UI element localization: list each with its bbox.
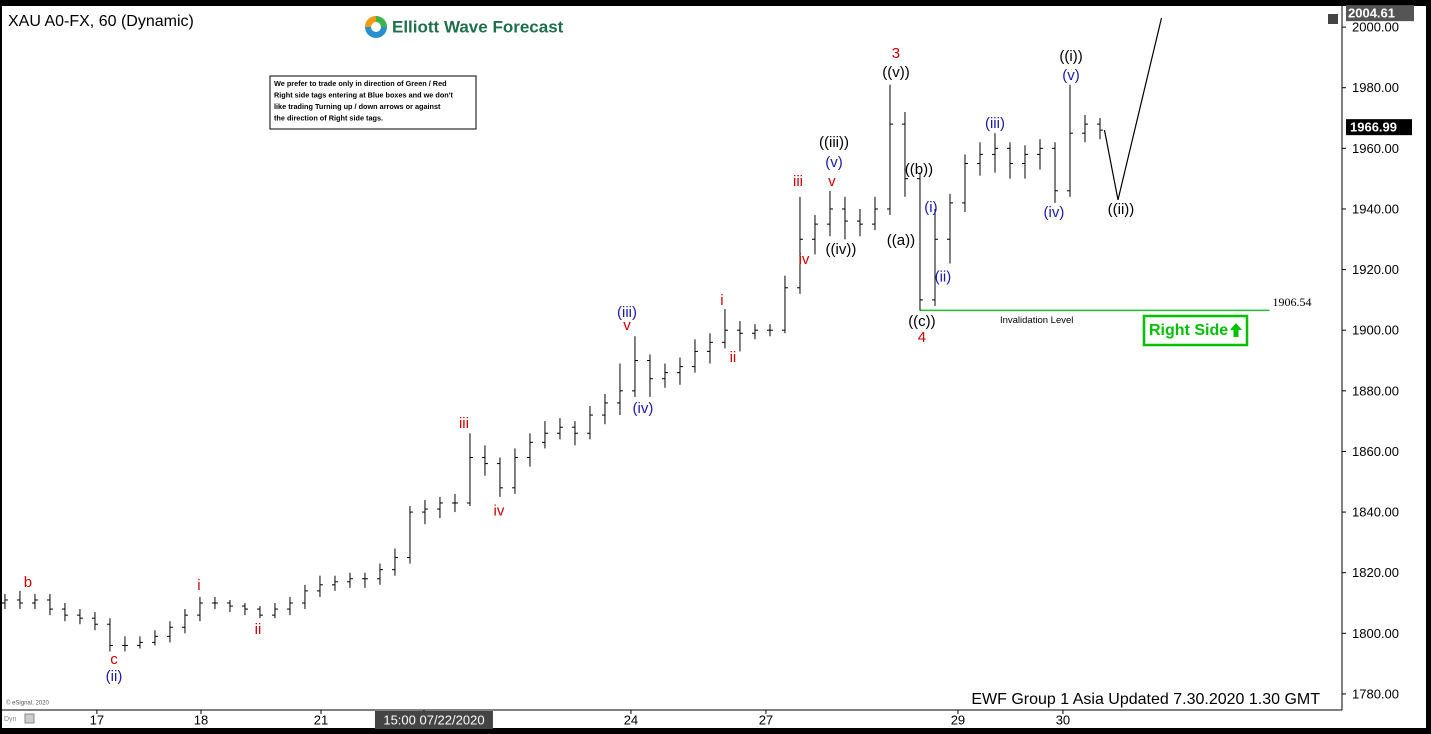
current-price-label: 1966.99 <box>1350 120 1397 135</box>
wave-label: iii <box>459 415 469 432</box>
wave-label: c <box>110 651 118 668</box>
wave-label: iv <box>799 251 810 268</box>
x-tick-label: 27 <box>759 712 773 727</box>
wave-label: ((i)) <box>1059 48 1082 65</box>
y-tick-label: 1900.00 <box>1352 323 1399 338</box>
crosshair-label: 15:00 07/22/2020 <box>383 712 484 727</box>
x-tick-label: 24 <box>624 712 638 727</box>
x-tick-label: 30 <box>1056 712 1070 727</box>
current-price-tag <box>1346 119 1412 136</box>
wave-label: ii <box>255 621 262 638</box>
chart-background <box>2 6 1426 728</box>
note-line: like trading Turning up / down arrows or… <box>274 102 441 111</box>
wave-label: iii <box>793 173 803 190</box>
x-tick-label: 29 <box>951 712 965 727</box>
logo-icon-center <box>371 22 381 32</box>
crosshair-label-box <box>374 711 493 729</box>
y-tick-label: 1880.00 <box>1352 383 1399 398</box>
y-tick-label: 1780.00 <box>1352 686 1399 701</box>
right-side-arrow <box>1230 323 1242 337</box>
chart-title: XAU A0-FX, 60 (Dynamic) <box>8 13 194 30</box>
wave-label: 4 <box>918 329 926 346</box>
wave-label: (iv) <box>1044 204 1065 221</box>
window-icon <box>1328 14 1338 24</box>
right-side-text: Right Side <box>1149 322 1228 339</box>
y-tick-label: 1860.00 <box>1352 444 1399 459</box>
wave-label: ((iii)) <box>819 134 849 151</box>
wave-label: i <box>720 292 723 309</box>
projection-line <box>1103 17 1163 201</box>
wave-label: ((iv)) <box>826 241 857 258</box>
wave-label: (iv) <box>633 400 654 417</box>
wave-label: v <box>828 173 836 190</box>
logo-text: Elliott Wave Forecast <box>392 17 564 36</box>
wave-label: (iii) <box>985 115 1005 132</box>
footer: EWF Group 1 Asia Updated 7.30.2020 1.30 … <box>971 691 1320 708</box>
y-tick-label: 1840.00 <box>1352 505 1399 520</box>
wave-label: ((v)) <box>882 64 909 81</box>
copyright: © eSignal, 2020 <box>6 700 49 707</box>
wave-label: (i) <box>924 199 937 216</box>
wave-label: (ii) <box>106 668 123 685</box>
wave-label: (iii) <box>617 304 637 321</box>
wave-label: v <box>623 317 631 334</box>
wave-label: i <box>197 577 200 594</box>
wave-label: ii <box>730 349 737 366</box>
x-tick-label: 18 <box>194 712 208 727</box>
note-line: Right side tags entering at Blue boxes a… <box>274 90 453 99</box>
logo: Elliott Wave Forecast <box>365 16 564 38</box>
right-side-box <box>1142 314 1249 347</box>
wave-label: (ii) <box>935 269 952 286</box>
wave-label: ((c)) <box>908 313 935 330</box>
corner-icon <box>24 713 35 724</box>
note-line: the direction of Right side tags. <box>274 113 383 122</box>
top-price-label: 2004.61 <box>1348 6 1395 21</box>
wave-label: (v) <box>1062 67 1080 84</box>
x-tick-label: 17 <box>90 712 104 727</box>
note-line: We prefer to trade only in direction of … <box>274 79 447 88</box>
note-box <box>269 75 477 130</box>
invalidation-text: Invalidation Level <box>1000 315 1073 326</box>
wave-label: ((a)) <box>887 232 915 249</box>
invalidation-value: 1906.54 <box>1272 295 1311 309</box>
wave-label: (v) <box>825 154 843 171</box>
wave-label: ((ii)) <box>1108 201 1135 218</box>
top-price-tag <box>1346 5 1414 22</box>
wave-label: b <box>24 574 32 591</box>
y-tick-label: 1800.00 <box>1352 626 1399 641</box>
y-tick-label: 1940.00 <box>1352 201 1399 216</box>
y-tick-label: 1920.00 <box>1352 262 1399 277</box>
y-tick-label: 1960.00 <box>1352 141 1399 156</box>
note: We prefer to trade only in direction of … <box>274 79 453 123</box>
y-tick-label: 1820.00 <box>1352 565 1399 580</box>
wave-label: ((b)) <box>905 161 933 178</box>
y-tick-label: 1980.00 <box>1352 80 1399 95</box>
y-tick-label: 2000.00 <box>1352 20 1399 35</box>
wave-label: 3 <box>892 45 900 62</box>
wave-label: iv <box>493 503 504 520</box>
x-tick-label: 21 <box>314 712 328 727</box>
corner-label: Dyn <box>4 716 17 723</box>
